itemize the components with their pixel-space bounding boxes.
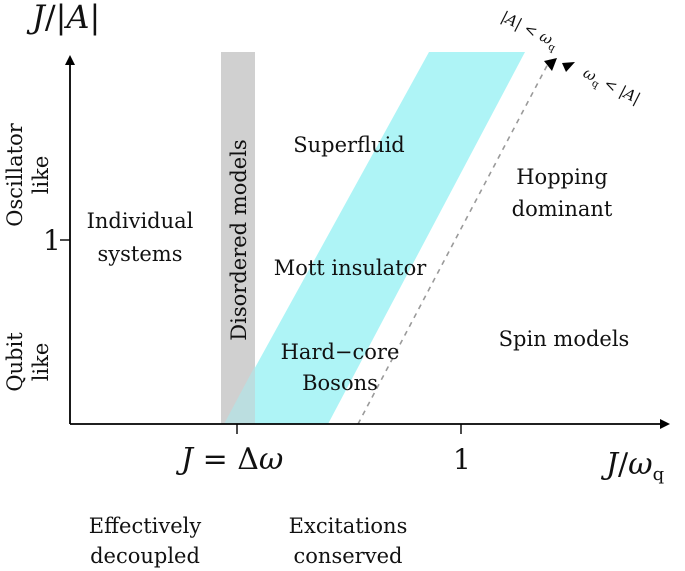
hopping-dominant-label: Hopping (516, 165, 608, 189)
svg-text:Oscillator: Oscillator (3, 122, 27, 227)
band-overlap (224, 366, 255, 424)
hardcore-bosons-label: Hard−core (281, 340, 400, 364)
excitations-conserved-label-2: conserved (294, 544, 403, 568)
boundary-label-lower: ωq < |A| (579, 64, 644, 111)
individual-systems-label: Individual (87, 209, 194, 233)
svg-text:like: like (29, 156, 53, 195)
hopping-dominant-label-2: dominant (512, 197, 613, 221)
x-axis-title: J/ωq (600, 447, 664, 485)
boundary-arrow-left (544, 58, 557, 71)
svg-text:Qubit: Qubit (3, 332, 27, 392)
individual-systems-label-2: systems (98, 242, 183, 266)
boundary-arrow-right (562, 62, 575, 72)
y-tick-label: 1 (43, 224, 61, 257)
disordered-band (221, 52, 255, 424)
superfluid-label: Superfluid (293, 133, 405, 157)
disordered-models-label: Disordered models (227, 139, 251, 340)
spin-models-label: Spin models (499, 327, 630, 351)
mott-insulator-label: Mott insulator (274, 256, 428, 280)
svg-text:|A| < ωq: |A| < ωq (497, 8, 562, 55)
oscillator-like-label: Oscillator like (3, 122, 53, 227)
svg-text:ωq < |A|: ωq < |A| (579, 64, 644, 111)
dashed-boundary-line (357, 59, 551, 425)
svg-text:Disordered models: Disordered models (227, 139, 251, 340)
x-tick-label-delta: J = Δω (175, 442, 283, 477)
boundary-label-upper: |A| < ωq (497, 8, 562, 55)
y-axis-title: J/|A| (26, 0, 100, 36)
excitations-conserved-label: Excitations (289, 514, 408, 538)
cyan-band (224, 52, 525, 424)
effectively-decoupled-label-2: decoupled (90, 544, 200, 568)
effectively-decoupled-label: Effectively (89, 514, 202, 538)
hardcore-bosons-label-2: Bosons (302, 371, 378, 395)
svg-text:like: like (29, 343, 53, 382)
x-tick-label-one: 1 (453, 443, 471, 476)
qubit-like-label: Qubit like (3, 332, 53, 392)
